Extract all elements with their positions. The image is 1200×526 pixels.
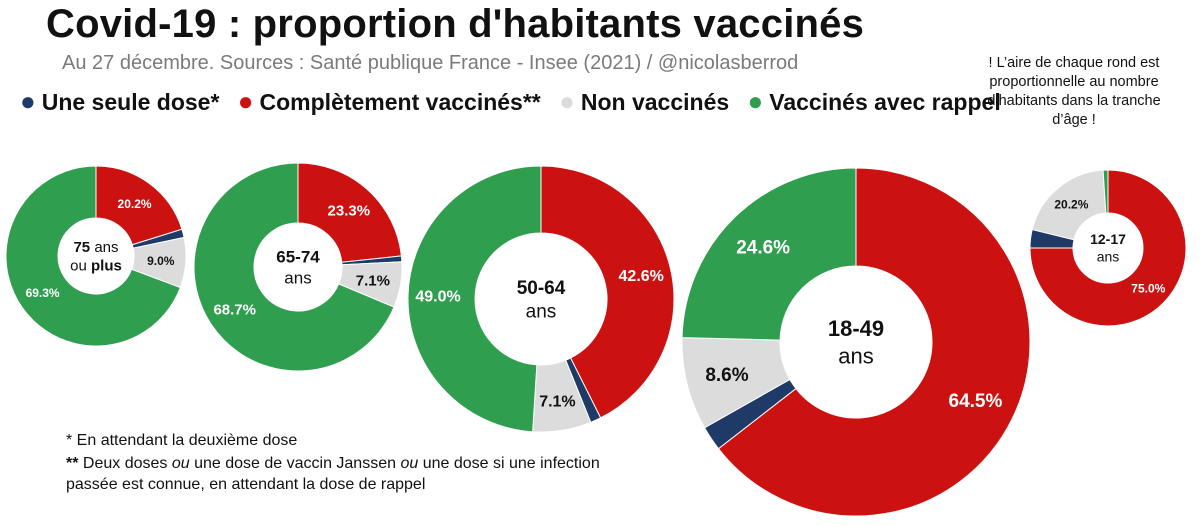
legend-item-non-vaccinated: ● Non vaccinés — [559, 86, 730, 116]
footnote-or-1: ou — [171, 455, 190, 472]
center-label-5-2: ans — [1097, 249, 1120, 265]
slice-booster-1 — [5, 165, 181, 347]
center-label-part: ans — [94, 239, 118, 256]
area-note: ! L’aire de chaque rond est proportionne… — [987, 55, 1161, 128]
chart-title: Covid-19 : proportion d'habitants vaccin… — [46, 2, 865, 46]
footnote-text-3: une dose si une infection passée est con… — [66, 455, 600, 493]
legend-item-one-dose: ● Une seule dose* — [20, 86, 220, 116]
center-label-1-1: 75 ans — [73, 239, 118, 256]
center-label-5-1: 12-17 — [1090, 231, 1126, 247]
center-label-2-2: ans — [284, 269, 311, 288]
legend-label-complete: Complètement vaccinés** — [259, 89, 541, 115]
slice-booster-4 — [681, 167, 857, 341]
center-label-part: 75 — [73, 239, 94, 256]
slice-complete-2 — [297, 162, 402, 263]
center-label-3-1: 50-64 — [517, 278, 566, 299]
donut-5: 75.0% 20.2% 12-17 ans — [1029, 169, 1187, 327]
label-non-vaccinated-4: 8.6% — [705, 365, 748, 386]
legend-label-one-dose: Une seule dose* — [41, 89, 220, 115]
legend-dot-one-dose: ● — [20, 86, 36, 116]
label-complete-2: 23.3% — [328, 203, 371, 220]
label-non-vaccinated-5: 20.2% — [1054, 198, 1088, 212]
label-non-vaccinated-3: 7.1% — [539, 393, 575, 410]
footnote-or-2: ou — [400, 455, 419, 472]
label-complete-5: 75.0% — [1131, 282, 1165, 296]
label-non-vaccinated-2: 7.1% — [356, 272, 390, 289]
center-label-part: ou — [70, 258, 91, 275]
footnote-one-dose: * En attendant la deuxième dose — [66, 432, 298, 449]
legend: ● Une seule dose* ● Complètement vaccinés*… — [20, 86, 1013, 117]
slice-complete-4 — [717, 167, 1031, 517]
center-label-part: plus — [91, 258, 122, 275]
footnote-text-2: une dose de vaccin Janssen — [189, 455, 401, 472]
label-complete-1: 20.2% — [118, 197, 152, 211]
label-complete-4: 64.5% — [949, 391, 1003, 412]
center-label-4-2: ans — [838, 343, 873, 368]
legend-dot-booster: ● — [747, 86, 764, 116]
slice-booster-5 — [1102, 169, 1109, 214]
slice-booster-3 — [407, 165, 542, 433]
footnotes: * En attendant la deuxième dose ** Deux … — [66, 430, 626, 497]
label-complete-3: 42.6% — [619, 268, 664, 285]
label-booster-3: 49.0% — [415, 288, 460, 305]
slice-complete-3 — [540, 165, 675, 419]
label-booster-1: 69.3% — [26, 286, 60, 300]
donut-3: 42.6% 7.1% 49.0% 50-64 ans — [407, 165, 675, 433]
legend-label-non-vaccinated: Non vaccinés — [580, 89, 730, 115]
center-label-4-1: 18-49 — [828, 316, 884, 341]
footnote-text-1: Deux doses — [78, 455, 172, 472]
footnote-marker: ** — [66, 455, 79, 472]
label-booster-2: 68.7% — [213, 301, 256, 318]
center-label-3-2: ans — [526, 302, 557, 323]
legend-dot-complete: ● — [237, 86, 254, 116]
center-label-2-1: 65-74 — [276, 247, 320, 266]
slice-complete-5 — [1029, 169, 1187, 327]
legend-dot-non-vaccinated: ● — [559, 86, 575, 116]
legend-item-complete: ● Complètement vaccinés** — [237, 86, 541, 116]
legend-item-booster: ● Vaccinés avec rappel — [747, 86, 1001, 116]
slice-complete-1 — [95, 165, 183, 246]
slice-booster-2 — [193, 162, 395, 372]
label-booster-4: 24.6% — [736, 237, 790, 258]
footnote-complete: ** Deux doses ou une dose de vaccin Jans… — [66, 453, 626, 495]
chart-subtitle: Au 27 décembre. Sources : Santé publique… — [62, 52, 799, 74]
legend-label-booster: Vaccinés avec rappel — [769, 89, 1001, 115]
donut-2: 23.3% 7.1% 68.7% 65-74 ans — [193, 162, 403, 372]
center-label-1-2: ou plus — [70, 258, 122, 275]
label-non-vaccinated-1: 9.0% — [147, 254, 175, 268]
